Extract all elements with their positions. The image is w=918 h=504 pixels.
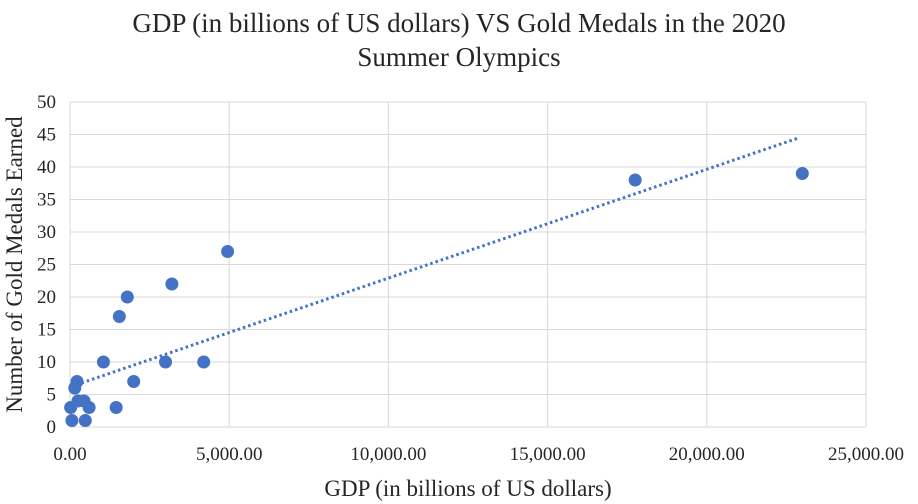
y-axis-title: Number of Gold Medals Earned (2, 116, 27, 413)
x-tick-label: 10,000.00 (350, 444, 426, 465)
y-tick-label: 15 (37, 320, 56, 341)
data-point (70, 375, 84, 388)
y-tick-label: 0 (47, 417, 57, 438)
data-point (197, 355, 211, 369)
data-point (165, 277, 179, 291)
y-tick-label: 25 (37, 255, 56, 276)
data-point (109, 401, 123, 414)
y-tick-label: 35 (37, 190, 56, 211)
data-point (65, 414, 79, 427)
data-point (82, 401, 96, 414)
x-tick-label: 20,000.00 (669, 444, 745, 465)
x-tick-label: 25,000.00 (828, 444, 904, 465)
data-point (96, 355, 110, 369)
y-tick-label: 10 (37, 352, 56, 373)
data-point (127, 375, 141, 388)
trendline (75, 136, 800, 387)
data-point (120, 290, 134, 304)
chart-title-line-1: GDP (in billions of US dollars) VS Gold … (132, 8, 786, 38)
x-tick-label: 0.00 (53, 444, 86, 465)
y-tick-label: 30 (37, 222, 56, 243)
data-point (112, 310, 126, 323)
y-tick-label: 45 (37, 125, 56, 146)
data-points (64, 167, 809, 427)
data-point (221, 245, 235, 258)
chart-title-line-2: Summer Olympics (357, 42, 561, 72)
x-axis-title: GDP (in billions of US dollars) (324, 476, 611, 501)
y-tick-label: 20 (37, 287, 56, 308)
y-tick-label: 50 (37, 92, 56, 113)
chart-title: GDP (in billions of US dollars) VS Gold … (0, 6, 918, 74)
axes (69, 102, 866, 428)
gridlines (70, 101, 867, 427)
tick-labels: 0 5 10 15 20 25 30 35 40 45 50 0.00 5,000.00 10,000.0… (37, 92, 904, 465)
data-point (159, 355, 173, 369)
x-tick-label: 5,000.00 (196, 444, 263, 465)
x-tick-label: 15,000.00 (510, 444, 586, 465)
y-tick-label: 5 (47, 385, 57, 406)
y-tick-label: 40 (37, 157, 56, 178)
data-point (78, 414, 92, 427)
data-point (628, 173, 642, 187)
data-point (795, 167, 809, 180)
